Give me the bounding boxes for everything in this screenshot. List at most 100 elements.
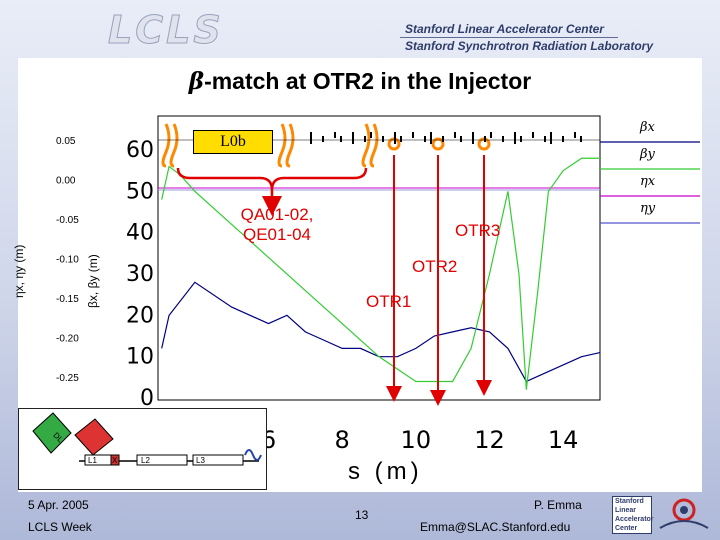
org-line-1: Stanford Linear Accelerator Center bbox=[405, 22, 604, 36]
otr3-annotation: OTR3 bbox=[455, 221, 501, 240]
slac-logo: Stanford Linear Accelerator Center bbox=[612, 496, 654, 534]
slac-logo-line: Linear bbox=[615, 507, 637, 514]
beamline-schematic: L1 X L2 L3 DL bbox=[18, 408, 267, 490]
lattice-element bbox=[334, 132, 336, 138]
right-tick-label: 50 bbox=[126, 179, 154, 204]
left-y-ticks: 0.05 0.00 -0.05 -0.10 -0.15 -0.20 -0.25 bbox=[56, 136, 79, 384]
series-line-βx bbox=[161, 281, 601, 383]
schematic-label-l3: L3 bbox=[196, 456, 205, 465]
ssrl-logo bbox=[659, 498, 709, 529]
schematic-drawing bbox=[32, 412, 262, 466]
gun-block bbox=[32, 412, 72, 454]
lattice-element bbox=[352, 132, 354, 144]
footer-page-number: 13 bbox=[355, 508, 369, 522]
slac-logo-line: Stanford bbox=[615, 498, 644, 505]
quads-annotation: QA01-02, QE01-04 bbox=[240, 205, 314, 244]
otr-screen-marker bbox=[431, 137, 445, 151]
lattice-element bbox=[412, 132, 414, 138]
series-line-βy bbox=[161, 157, 600, 390]
x-section bbox=[110, 454, 120, 466]
lattice-element bbox=[574, 132, 576, 138]
lattice-element bbox=[532, 132, 534, 138]
lattice-element bbox=[322, 136, 324, 142]
legend-item: βy bbox=[640, 147, 655, 162]
left-tick-label: -0.10 bbox=[56, 255, 79, 266]
solenoid-coil bbox=[161, 123, 179, 168]
lattice-element bbox=[430, 132, 432, 144]
schematic-label-l1: L1 bbox=[88, 456, 97, 465]
magnet-lattice bbox=[158, 123, 600, 168]
lattice-element bbox=[562, 136, 564, 142]
x-axis-title: s (m) bbox=[348, 458, 423, 485]
right-y-ticks: 60 50 40 30 20 10 0 bbox=[126, 138, 154, 411]
right-tick-label: 30 bbox=[126, 262, 154, 287]
quad-brace bbox=[176, 167, 368, 216]
lattice-element bbox=[424, 136, 426, 142]
lattice-element bbox=[502, 136, 504, 142]
left-tick-label: -0.05 bbox=[56, 215, 79, 226]
lattice-element bbox=[580, 136, 582, 142]
lattice-element bbox=[394, 132, 396, 144]
legend-item: ηy bbox=[640, 201, 656, 216]
lattice-element bbox=[370, 132, 372, 138]
lattice-element bbox=[340, 136, 342, 142]
solenoid-coil bbox=[361, 123, 379, 168]
lattice-element bbox=[472, 132, 474, 144]
org-line-2: Stanford Synchrotron Radiation Laborator… bbox=[405, 39, 654, 53]
x-tick-label: 14 bbox=[548, 426, 579, 454]
lattice-element bbox=[460, 136, 462, 142]
right-axis-title: βx, βy (m) bbox=[86, 254, 100, 308]
lattice-element bbox=[382, 136, 384, 142]
lattice-element bbox=[544, 136, 546, 142]
lattice-element bbox=[364, 136, 366, 142]
slac-logo-line: Accelerator bbox=[615, 516, 654, 523]
legend-lines bbox=[600, 141, 700, 224]
left-axis-title: ηx, ηy (m) bbox=[12, 244, 26, 298]
solenoid-coil bbox=[277, 123, 295, 168]
l3-section bbox=[192, 454, 244, 466]
left-tick-label: 0.00 bbox=[56, 176, 76, 187]
lattice-element bbox=[310, 132, 312, 144]
right-tick-label: 10 bbox=[126, 345, 154, 370]
lattice-element bbox=[520, 136, 522, 142]
legend-item: βx bbox=[640, 120, 655, 135]
l2-section bbox=[136, 454, 188, 466]
title-beta-symbol: β bbox=[188, 68, 205, 95]
x-tick-label: 12 bbox=[474, 426, 505, 454]
right-tick-label: 0 bbox=[140, 386, 154, 411]
slide-title: β-match at OTR2 in the Injector bbox=[0, 68, 720, 95]
left-tick-label: 0.05 bbox=[56, 136, 76, 147]
x-tick-label: 10 bbox=[401, 426, 432, 454]
lattice-element bbox=[514, 132, 516, 144]
left-tick-label: -0.25 bbox=[56, 373, 79, 384]
undulator-coil bbox=[244, 449, 262, 461]
rf-block bbox=[74, 418, 114, 456]
lattice-element bbox=[400, 136, 402, 142]
header-rule bbox=[400, 37, 618, 38]
right-tick-label: 20 bbox=[126, 303, 154, 328]
lattice-element bbox=[550, 132, 552, 144]
footer-event: LCLS Week bbox=[28, 520, 92, 534]
lattice-element bbox=[490, 132, 492, 138]
lcls-logo: LCLS bbox=[108, 8, 224, 53]
schematic-label-x: X bbox=[112, 456, 118, 465]
footer-author: P. Emma bbox=[534, 498, 582, 512]
l0b-label: L0b bbox=[193, 130, 273, 154]
lattice-element bbox=[442, 136, 444, 142]
footer-email[interactable]: Emma@SLAC.Stanford.edu bbox=[420, 520, 571, 534]
legend-item: ηx bbox=[640, 174, 656, 189]
otr1-annotation: OTR1 bbox=[366, 292, 412, 311]
left-tick-label: -0.20 bbox=[56, 334, 79, 345]
annotation-arrows bbox=[386, 155, 492, 406]
slac-logo-line: Center bbox=[615, 525, 638, 532]
footer-date: 5 Apr. 2005 bbox=[28, 498, 89, 512]
plot-frame bbox=[157, 115, 601, 401]
lattice-element bbox=[484, 136, 486, 142]
right-tick-label: 60 bbox=[126, 138, 154, 163]
title-text: -match at OTR2 in the Injector bbox=[204, 68, 532, 94]
schematic-label-l2: L2 bbox=[141, 456, 150, 465]
otr2-annotation: OTR2 bbox=[412, 257, 458, 276]
lattice-element bbox=[454, 132, 456, 138]
right-tick-label: 40 bbox=[126, 221, 154, 246]
left-tick-label: -0.15 bbox=[56, 294, 79, 305]
